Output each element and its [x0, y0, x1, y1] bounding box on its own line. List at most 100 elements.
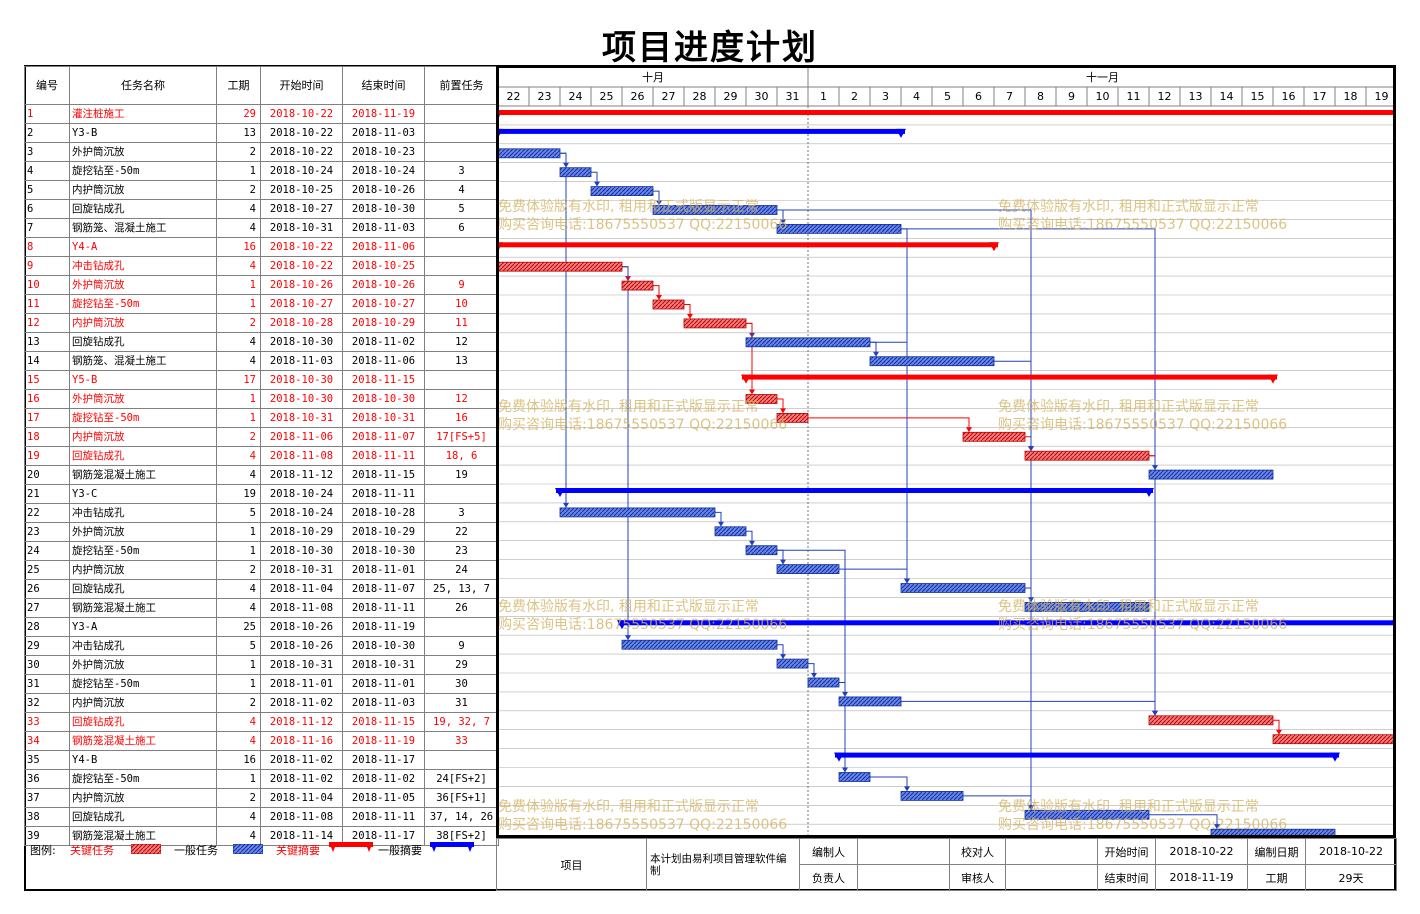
task-end[interactable]: 2018-10-26 [342, 275, 425, 295]
task-name[interactable]: 钢筋笼混凝土施工 [69, 598, 217, 618]
task-end[interactable]: 2018-11-01 [342, 674, 425, 694]
task-predecessor[interactable]: 19 [424, 465, 499, 485]
task-name[interactable]: 钢筋笼、混凝土施工 [69, 218, 217, 238]
task-predecessor[interactable]: 17[FS+5] [424, 427, 499, 447]
task-row[interactable]: 28 Y3-A 25 2018-10-26 2018-11-19 [24, 617, 499, 637]
task-row[interactable]: 34 钢筋笼混凝土施工 4 2018-11-16 2018-11-19 33 [24, 731, 499, 751]
col-header-name[interactable]: 任务名称 [69, 66, 217, 105]
task-name[interactable]: Y3-B [69, 123, 217, 143]
task-start[interactable]: 2018-11-02 [260, 769, 343, 789]
task-end[interactable]: 2018-11-07 [342, 579, 425, 599]
task-id[interactable]: 29 [24, 636, 70, 656]
col-header-start[interactable]: 开始时间 [260, 66, 343, 105]
task-row[interactable]: 22 冲击钻成孔 5 2018-10-24 2018-10-28 3 [24, 503, 499, 523]
task-name[interactable]: 冲击钻成孔 [69, 503, 217, 523]
task-predecessor[interactable]: 3 [424, 503, 499, 523]
task-row[interactable]: 13 回旋钻成孔 4 2018-10-30 2018-11-02 12 [24, 332, 499, 352]
task-predecessor[interactable]: 25, 13, 7 [424, 579, 499, 599]
task-id[interactable]: 12 [24, 313, 70, 333]
task-row[interactable]: 6 回旋钻成孔 4 2018-10-27 2018-10-30 5 [24, 199, 499, 219]
task-name[interactable]: 钢筋笼混凝土施工 [69, 731, 217, 751]
task-end[interactable]: 2018-10-30 [342, 636, 425, 656]
task-name[interactable]: 回旋钻成孔 [69, 199, 217, 219]
task-predecessor[interactable] [424, 237, 499, 257]
task-id[interactable]: 10 [24, 275, 70, 295]
task-end[interactable]: 2018-10-30 [342, 199, 425, 219]
task-duration[interactable]: 1 [216, 541, 261, 561]
task-predecessor[interactable]: 19, 32, 7 [424, 712, 499, 732]
task-duration[interactable]: 4 [216, 199, 261, 219]
task-duration[interactable]: 4 [216, 446, 261, 466]
task-row[interactable]: 35 Y4-B 16 2018-11-02 2018-11-17 [24, 750, 499, 770]
footer-compiler[interactable] [857, 838, 950, 865]
task-duration[interactable]: 2 [216, 693, 261, 713]
task-end[interactable]: 2018-10-26 [342, 180, 425, 200]
task-duration[interactable]: 1 [216, 294, 261, 314]
task-id[interactable]: 33 [24, 712, 70, 732]
task-row[interactable]: 16 外护筒沉放 1 2018-10-30 2018-10-30 12 [24, 389, 499, 409]
task-end[interactable]: 2018-11-11 [342, 598, 425, 618]
task-id[interactable]: 36 [24, 769, 70, 789]
task-id[interactable]: 37 [24, 788, 70, 808]
task-duration[interactable]: 2 [216, 313, 261, 333]
task-id[interactable]: 30 [24, 655, 70, 675]
task-start[interactable]: 2018-10-31 [260, 560, 343, 580]
task-row[interactable]: 27 钢筋笼混凝土施工 4 2018-11-08 2018-11-11 26 [24, 598, 499, 618]
task-row[interactable]: 9 冲击钻成孔 4 2018-10-22 2018-10-25 [24, 256, 499, 276]
footer-checker[interactable] [1005, 838, 1098, 865]
task-predecessor[interactable]: 6 [424, 218, 499, 238]
task-predecessor[interactable] [424, 484, 499, 504]
task-start[interactable]: 2018-10-25 [260, 180, 343, 200]
task-name[interactable]: 外护筒沉放 [69, 389, 217, 409]
task-duration[interactable]: 19 [216, 484, 261, 504]
task-duration[interactable]: 4 [216, 332, 261, 352]
task-end[interactable]: 2018-11-02 [342, 332, 425, 352]
task-duration[interactable]: 4 [216, 579, 261, 599]
task-predecessor[interactable]: 24 [424, 560, 499, 580]
task-id[interactable]: 1 [24, 104, 70, 124]
task-duration[interactable]: 4 [216, 256, 261, 276]
task-duration[interactable]: 1 [216, 275, 261, 295]
task-predecessor[interactable]: 11 [424, 313, 499, 333]
task-predecessor[interactable] [424, 617, 499, 637]
task-end[interactable]: 2018-11-03 [342, 693, 425, 713]
task-id[interactable]: 17 [24, 408, 70, 428]
task-duration[interactable]: 2 [216, 180, 261, 200]
task-row[interactable]: 37 内护筒沉放 2 2018-11-04 2018-11-05 36[FS+1] [24, 788, 499, 808]
task-predecessor[interactable]: 13 [424, 351, 499, 371]
task-end[interactable]: 2018-11-01 [342, 560, 425, 580]
task-start[interactable]: 2018-10-30 [260, 541, 343, 561]
task-end[interactable]: 2018-10-31 [342, 408, 425, 428]
task-end[interactable]: 2018-11-17 [342, 826, 425, 846]
task-end[interactable]: 2018-11-15 [342, 465, 425, 485]
task-end[interactable]: 2018-10-30 [342, 541, 425, 561]
task-start[interactable]: 2018-11-06 [260, 427, 343, 447]
task-end[interactable]: 2018-11-15 [342, 712, 425, 732]
task-id[interactable]: 8 [24, 237, 70, 257]
task-id[interactable]: 34 [24, 731, 70, 751]
task-predecessor[interactable]: 9 [424, 275, 499, 295]
task-predecessor[interactable]: 33 [424, 731, 499, 751]
task-name[interactable]: Y4-A [69, 237, 217, 257]
task-name[interactable]: 外护筒沉放 [69, 142, 217, 162]
task-duration[interactable]: 1 [216, 674, 261, 694]
task-duration[interactable]: 4 [216, 807, 261, 827]
task-end[interactable]: 2018-11-06 [342, 237, 425, 257]
task-end[interactable]: 2018-11-19 [342, 104, 425, 124]
footer-date[interactable]: 2018-10-22 [1305, 838, 1397, 865]
task-name[interactable]: 内护筒沉放 [69, 560, 217, 580]
task-name[interactable]: 外护筒沉放 [69, 522, 217, 542]
task-row[interactable]: 15 Y5-B 17 2018-10-30 2018-11-15 [24, 370, 499, 390]
task-row[interactable]: 12 内护筒沉放 2 2018-10-28 2018-10-29 11 [24, 313, 499, 333]
task-duration[interactable]: 1 [216, 389, 261, 409]
task-start[interactable]: 2018-10-26 [260, 275, 343, 295]
task-end[interactable]: 2018-10-29 [342, 313, 425, 333]
task-row[interactable]: 24 旋挖钻至-50m 1 2018-10-30 2018-10-30 23 [24, 541, 499, 561]
task-duration[interactable]: 4 [216, 465, 261, 485]
task-start[interactable]: 2018-11-08 [260, 598, 343, 618]
footer-duration[interactable]: 29天 [1305, 864, 1397, 891]
task-id[interactable]: 5 [24, 180, 70, 200]
task-id[interactable]: 31 [24, 674, 70, 694]
task-predecessor[interactable]: 9 [424, 636, 499, 656]
task-row[interactable]: 2 Y3-B 13 2018-10-22 2018-11-03 [24, 123, 499, 143]
